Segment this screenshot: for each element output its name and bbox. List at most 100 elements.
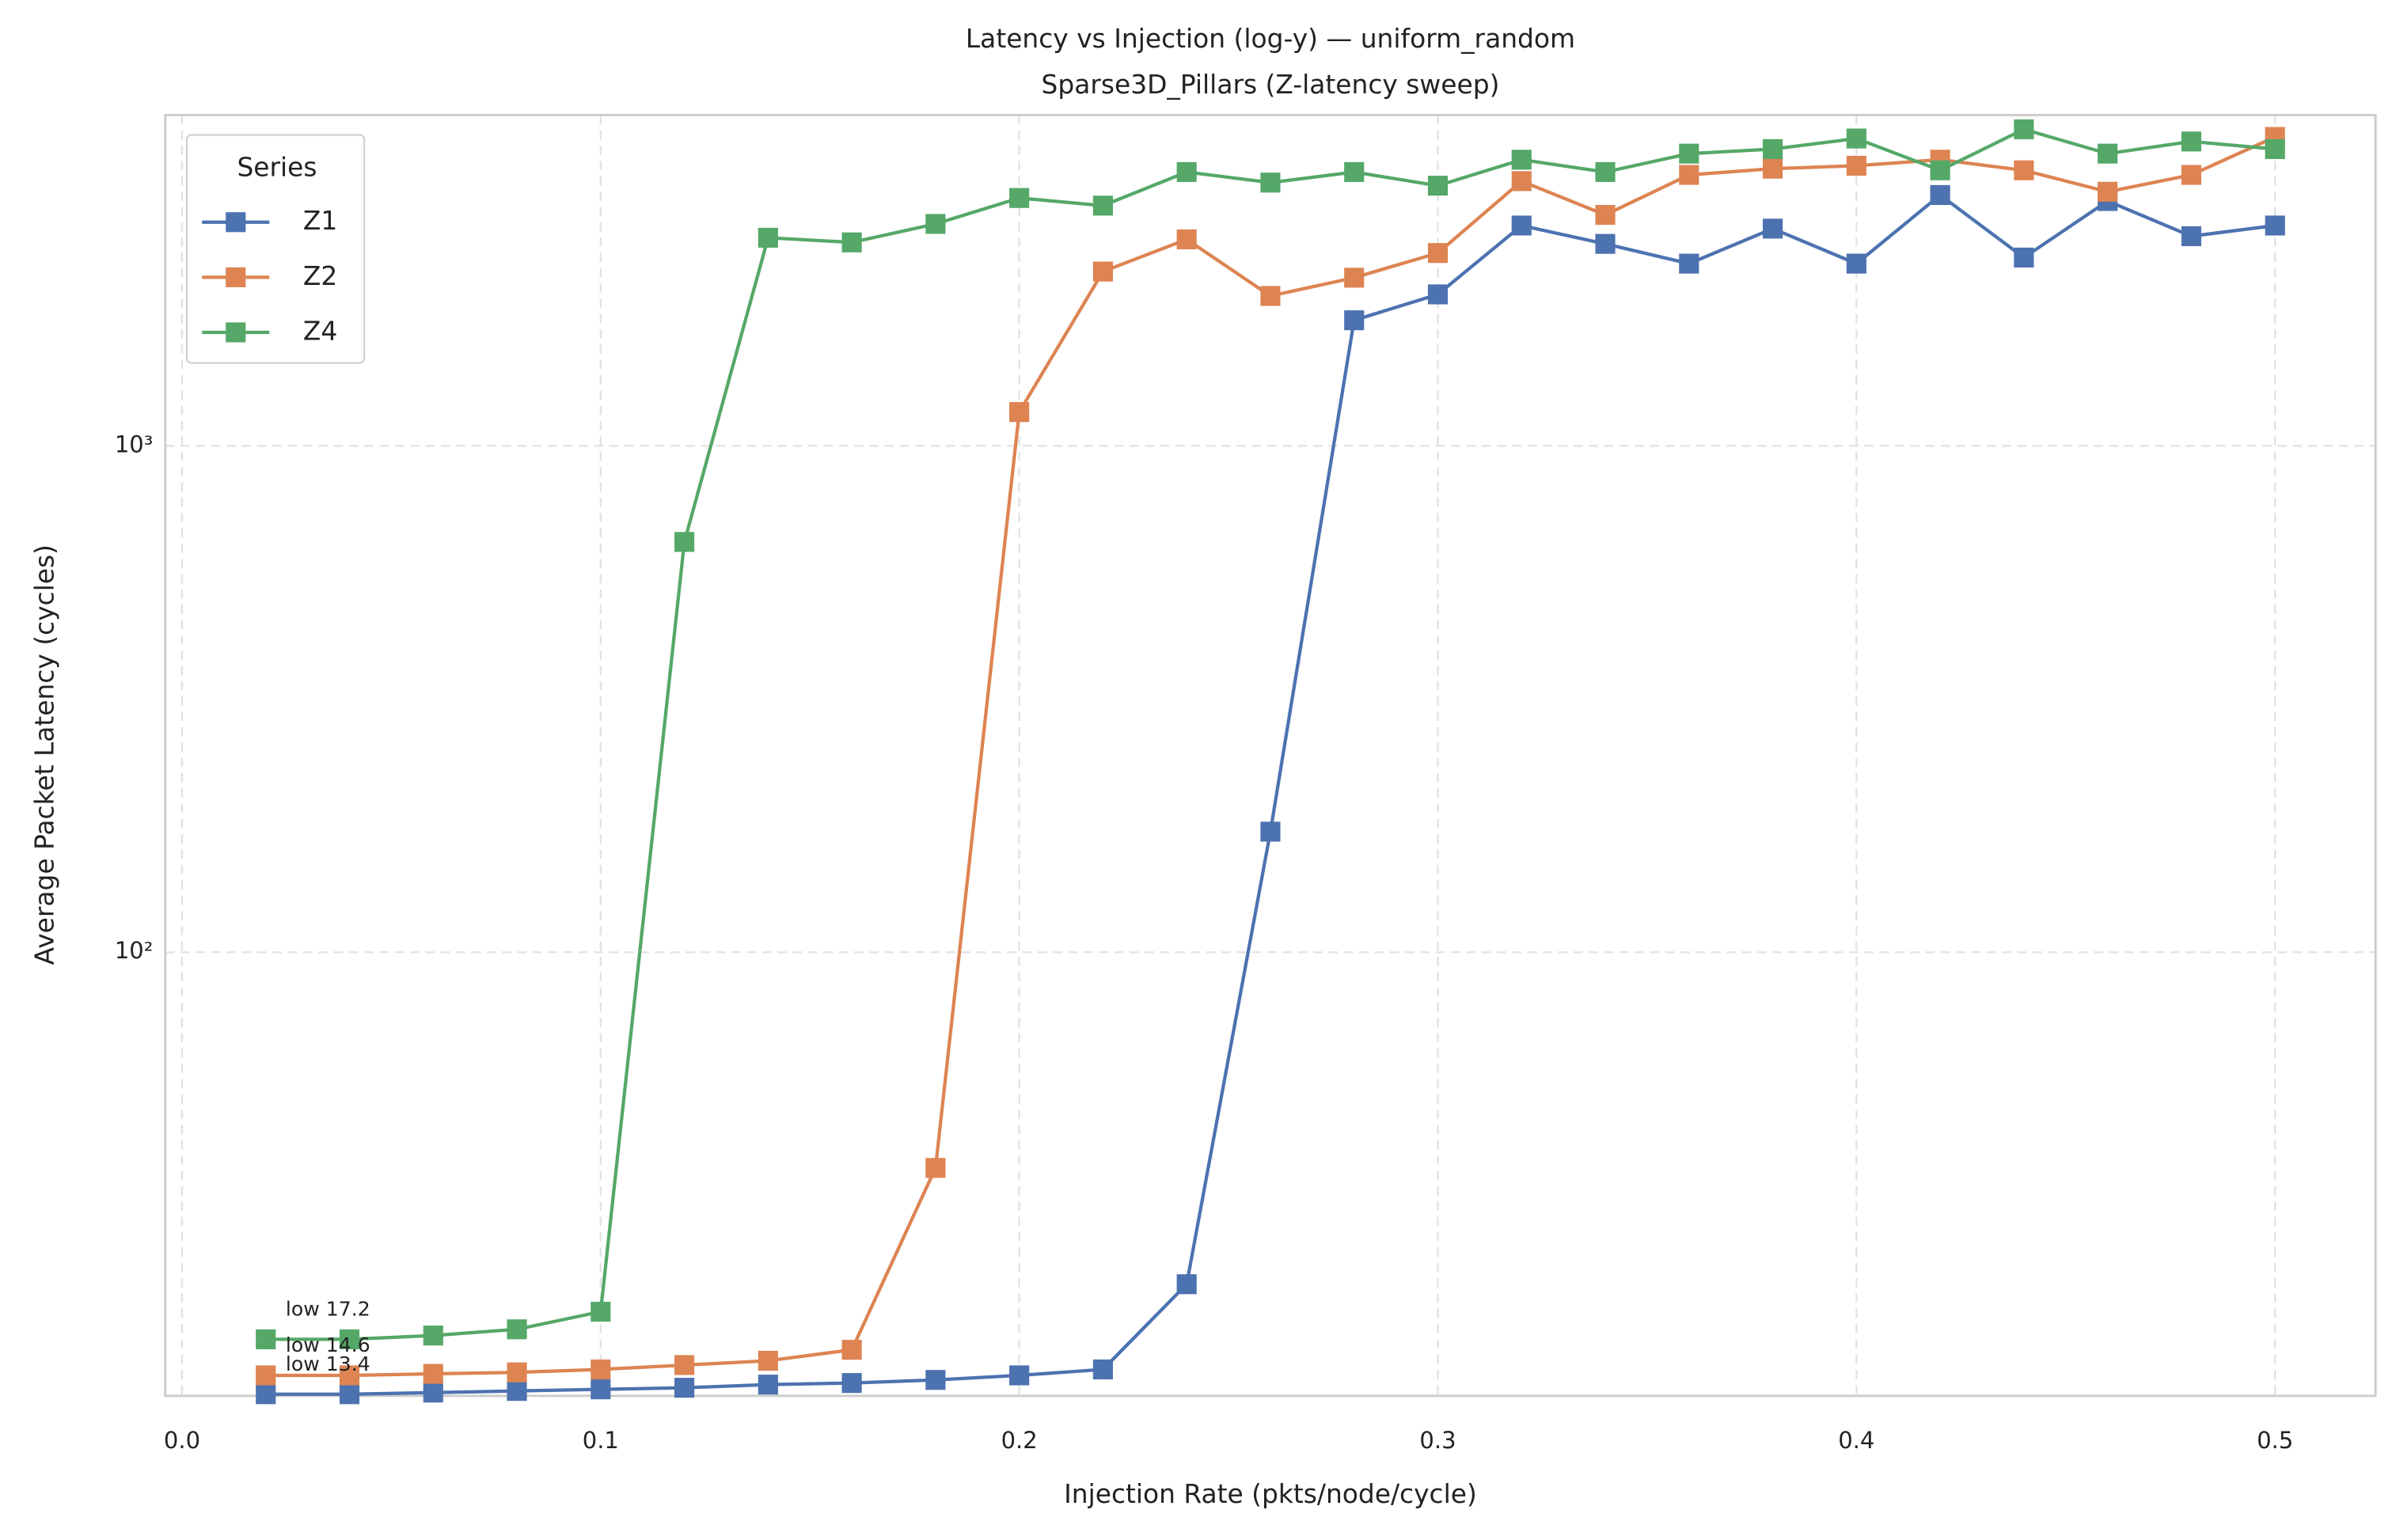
point-marker: [1344, 267, 1365, 288]
point-marker: [2265, 215, 2285, 236]
point-marker: [1846, 253, 1866, 274]
point-marker: [507, 1362, 527, 1383]
legend-title: Series: [237, 152, 317, 183]
point-marker: [1679, 143, 1699, 164]
point-marker: [507, 1319, 527, 1340]
point-marker: [1511, 215, 1532, 236]
point-marker: [674, 1355, 695, 1375]
point-marker: [2014, 160, 2034, 180]
point-marker: [1511, 150, 1532, 170]
point-marker: [1846, 128, 1866, 149]
legend-box: [185, 134, 366, 364]
point-marker: [1009, 1365, 1030, 1386]
point-marker: [1427, 284, 1449, 305]
legend-label: Z4: [303, 315, 337, 346]
point-marker: [1092, 195, 1113, 216]
point-marker: [1930, 160, 1950, 180]
series-line: [265, 135, 2277, 1378]
point-marker: [841, 1340, 862, 1360]
point-marker: [674, 1378, 695, 1398]
point-marker: [1176, 161, 1197, 182]
point-marker: [1762, 138, 1783, 159]
point-marker: [674, 532, 695, 552]
point-marker: [1260, 821, 1281, 842]
x-tick-label: 0.4: [1838, 1427, 1874, 1454]
point-marker: [423, 1364, 443, 1384]
point-marker: [925, 1370, 946, 1390]
legend-marker: [226, 267, 246, 287]
x-tick-label: 0.0: [164, 1427, 200, 1454]
x-tick-label: 0.1: [583, 1427, 619, 1454]
point-marker: [1260, 286, 1281, 306]
point-marker: [591, 1301, 611, 1322]
point-marker: [591, 1379, 611, 1400]
point-marker: [1511, 171, 1532, 192]
chart-subtitle: Sparse3D_Pillars (Z-latency sweep): [1042, 69, 1500, 100]
point-marker: [1679, 165, 1699, 185]
point-marker: [1009, 402, 1030, 423]
plot-frame: [164, 113, 2377, 1398]
point-marker: [1260, 173, 1281, 193]
point-marker: [2098, 143, 2118, 164]
annotation: low 13.4: [286, 1352, 370, 1375]
point-marker: [2098, 181, 2118, 202]
point-marker: [2181, 131, 2201, 152]
point-marker: [2014, 119, 2034, 139]
point-marker: [1092, 1359, 1113, 1380]
legend-marker: [226, 212, 246, 233]
point-marker: [841, 1373, 862, 1394]
point-marker: [339, 1329, 360, 1349]
x-tick-label: 0.2: [1001, 1427, 1038, 1454]
point-marker: [1762, 158, 1783, 179]
x-tick-label: 0.3: [1419, 1427, 1456, 1454]
point-marker: [507, 1381, 527, 1402]
annotation: low 17.2: [286, 1298, 370, 1321]
legend-label: Z2: [303, 260, 337, 291]
point-marker: [1762, 218, 1783, 239]
y-tick-label: 10²: [115, 937, 154, 964]
y-tick-label: 10³: [115, 431, 154, 457]
point-marker: [1092, 261, 1113, 282]
point-marker: [256, 1384, 276, 1405]
point-marker: [256, 1365, 276, 1386]
x-axis-label: Injection Rate (pkts/node/cycle): [1064, 1478, 1477, 1509]
point-marker: [1427, 243, 1449, 264]
point-marker: [841, 232, 862, 252]
point-marker: [2265, 138, 2285, 159]
series-line: [265, 192, 2276, 1396]
chart-title: Latency vs Injection (log-y) — uniform_r…: [966, 23, 1575, 54]
point-marker: [339, 1365, 360, 1386]
point-marker: [925, 214, 946, 234]
point-marker: [1176, 1274, 1197, 1295]
point-marker: [339, 1384, 360, 1405]
point-marker: [256, 1329, 276, 1349]
point-marker: [2181, 165, 2201, 185]
x-tick-label: 0.5: [2257, 1427, 2293, 1454]
point-marker: [2014, 247, 2034, 268]
point-marker: [1427, 176, 1449, 196]
point-marker: [591, 1359, 611, 1380]
legend-label: Z1: [303, 205, 337, 236]
point-marker: [1595, 204, 1616, 226]
legend-marker: [226, 322, 246, 343]
point-marker: [1595, 161, 1616, 182]
point-marker: [1930, 184, 1950, 206]
y-axis-label: Average Packet Latency (cycles): [29, 544, 60, 965]
point-marker: [1009, 188, 1030, 208]
point-marker: [1679, 253, 1699, 274]
point-marker: [1344, 161, 1365, 182]
point-marker: [758, 1350, 778, 1371]
point-marker: [1595, 233, 1616, 254]
point-marker: [1344, 310, 1365, 331]
point-marker: [423, 1383, 443, 1403]
series-line: [265, 127, 2276, 1341]
annotation: low 14.6: [286, 1333, 370, 1356]
point-marker: [2181, 226, 2201, 247]
point-marker: [1176, 229, 1197, 250]
point-marker: [423, 1326, 443, 1346]
point-marker: [758, 1375, 778, 1395]
point-marker: [758, 227, 778, 248]
point-marker: [1846, 155, 1866, 176]
